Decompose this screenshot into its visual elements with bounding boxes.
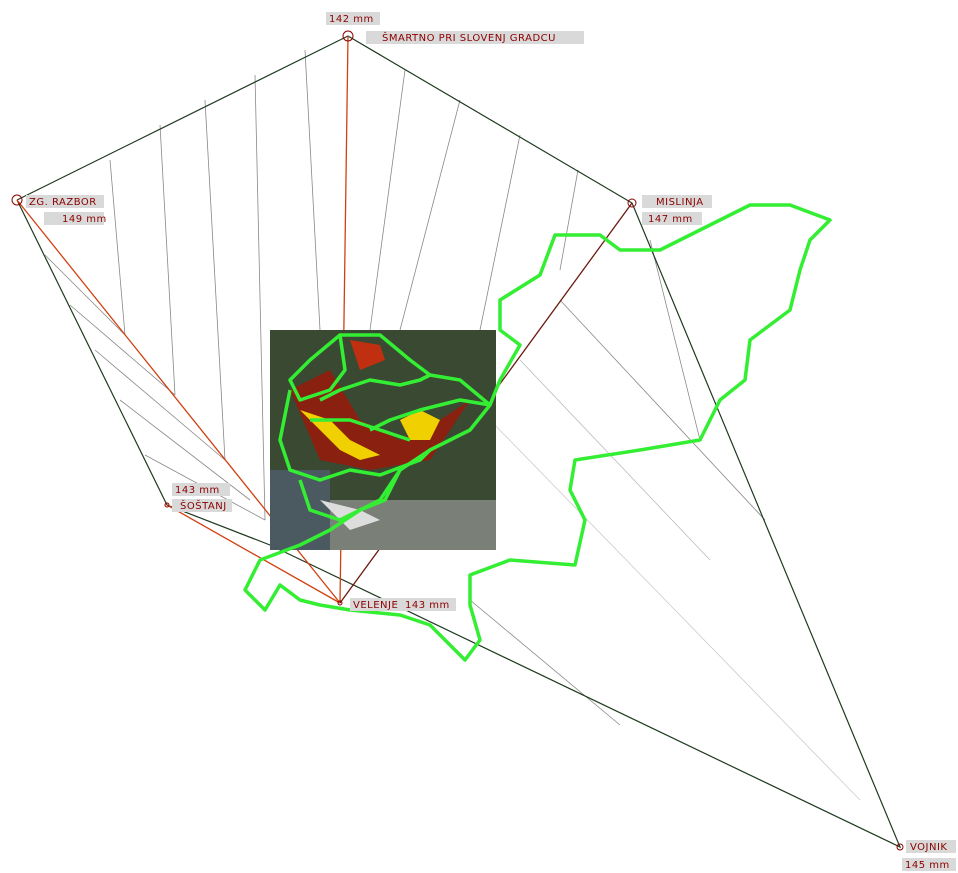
station-name: VELENJE (353, 600, 398, 611)
catchment-boundary (243, 203, 832, 662)
rainfall-label: 147 mm (648, 214, 693, 225)
rainfall-label: 143 mm (175, 485, 220, 496)
station-name: MISLINJA (656, 197, 704, 208)
station-name: VOJNIK (910, 842, 947, 853)
rainfall-label: 142 mm (329, 14, 374, 25)
satellite-inset (270, 330, 496, 550)
rainfall-label: 149 mm (62, 214, 107, 225)
station-name: ŠMARTNO PRI SLOVENJ GRADCU (382, 31, 556, 44)
station-name: ZG. RAZBOR (29, 197, 97, 208)
labels: 142 mm ŠMARTNO PRI SLOVENJ GRADCU ZG. RA… (26, 12, 956, 871)
rainfall-label: 143 mm (405, 600, 450, 611)
rainfall-label: 145 mm (905, 860, 950, 871)
station-name: ŠOŠTANJ (180, 499, 227, 512)
station-markers (11, 30, 904, 851)
